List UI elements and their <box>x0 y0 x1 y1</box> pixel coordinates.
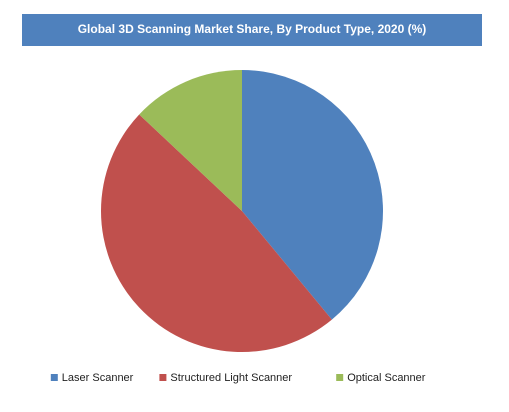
pie-slice <box>139 70 242 211</box>
title-background <box>22 14 482 46</box>
legend-label: Structured Light Scanner <box>170 372 292 384</box>
legend-swatch <box>159 374 167 381</box>
legend-swatch <box>336 374 344 381</box>
pie-slice <box>101 114 332 352</box>
legend-swatch <box>50 374 58 381</box>
legend-label: Laser Scanner <box>62 372 134 384</box>
legend-label: Optical Scanner <box>347 372 426 384</box>
chart-title: Global 3D Scanning Market Share, By Prod… <box>78 22 427 36</box>
pie-slice <box>242 70 383 320</box>
